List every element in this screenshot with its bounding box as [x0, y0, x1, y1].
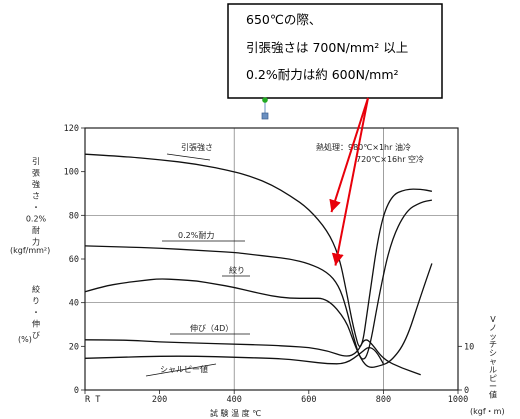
y-tick-label: 120 — [64, 124, 79, 134]
series-label-charpy-text: シャルピー値 — [160, 364, 208, 374]
axis-label-char: ピ — [489, 374, 497, 383]
x-tick-label: 1000 — [448, 395, 468, 405]
x-tick-label: 600 — [301, 395, 316, 405]
axis-label-char: ル — [489, 365, 497, 374]
series-label-reduction-text: 絞り — [229, 265, 245, 275]
y-tick-label: 80 — [69, 211, 79, 221]
axis-label-char: 値 — [489, 390, 497, 400]
x-tick-label: 400 — [227, 395, 242, 405]
heat-treatment-line-2: 720℃×16hr 空冷 — [356, 154, 424, 164]
axis-label-char: ッ — [489, 332, 497, 341]
y-tick-label: 60 — [69, 255, 79, 265]
axis-label-char: 強 — [32, 179, 40, 189]
series-label-proof: 0.2%耐力 — [162, 230, 245, 242]
arrow-to-tensile — [329, 97, 369, 213]
series-line-3 — [84, 339, 421, 376]
y2-tick-label: 10 — [464, 342, 474, 352]
y2-axis-label-unit: (kgf・m) — [470, 407, 505, 416]
x-tick-label: 800 — [376, 395, 391, 405]
axis-label-char: 伸 — [32, 319, 40, 329]
series-label-tensile: 引張強さ — [166, 142, 213, 161]
axis-label-char: さ — [32, 192, 40, 201]
axis-label-char: ー — [489, 382, 497, 391]
series-label-charpy: シャルピー値 — [145, 363, 217, 377]
axis-label-char: び — [32, 331, 40, 340]
arrow-to-proof — [331, 97, 369, 266]
axis-label-char: 引 — [32, 157, 40, 166]
annotation-arrows — [329, 97, 369, 266]
chart-grid — [85, 128, 458, 390]
axis-label-char: V — [490, 315, 496, 324]
x-axis-label: 試 験 温 度 ℃ — [210, 408, 261, 418]
y-axis-label-bottom: 絞り・伸び — [32, 284, 40, 340]
axis-label-char: 0.2% — [26, 215, 47, 224]
axis-label-char: シ — [489, 349, 497, 358]
series-label-elongation-text: 伸び（4D） — [190, 323, 233, 333]
axis-label-char: ・ — [32, 308, 40, 317]
heat-treatment-line-1: 熱処理：980℃×1hr 油冷 — [316, 142, 411, 152]
axis-label-char: 絞 — [32, 284, 40, 294]
series-label-proof-text: 0.2%耐力 — [178, 230, 214, 240]
x-tick-label: 200 — [152, 395, 167, 405]
axis-label-char: り — [32, 297, 40, 306]
series-label-reduction: 絞り — [222, 265, 250, 277]
series-line-1 — [84, 199, 433, 360]
plot-frame — [84, 127, 459, 391]
axis-label-char: 張 — [32, 169, 40, 178]
series-lines — [84, 153, 433, 376]
x-tick-label: R T — [85, 395, 100, 405]
axis-label-char: 耐 — [32, 225, 40, 235]
axis-label-char: ャ — [489, 357, 497, 366]
resize-handle — [261, 112, 269, 120]
callout-line-2: 引張強さは 700N/mm² 以上 — [246, 40, 408, 55]
series-label-tensile-text: 引張強さ — [181, 142, 213, 152]
y-axis-label-top-unit: (kgf/mm²) — [10, 246, 50, 255]
y2-tick-label: 0 — [464, 386, 469, 396]
series-line-4 — [84, 346, 384, 365]
rotation-handle[interactable] — [261, 97, 269, 120]
callout[interactable]: 650℃の際、 引張強さは 700N/mm² 以上 0.2%耐力は約 600N/… — [227, 3, 443, 99]
y-tick-label: 40 — [69, 299, 79, 309]
axis-label-char: ノ — [489, 323, 497, 332]
y-tick-label: 20 — [69, 342, 79, 352]
rotation-handle-dot — [262, 97, 268, 103]
callout-box — [227, 3, 443, 99]
callout-line-1: 650℃の際、 — [246, 12, 321, 27]
callout-line-3: 0.2%耐力は約 600N/mm² — [246, 67, 399, 82]
series-line-2 — [84, 263, 433, 368]
axis-label-char: チ — [489, 340, 497, 349]
series-line-0 — [84, 153, 433, 347]
y-axis-label-top: 引張強さ・ 0.2%耐力 — [26, 157, 47, 247]
y-tick-label: 100 — [64, 168, 79, 178]
axis-label-char: ・ — [32, 203, 40, 212]
axis-label-char: 力 — [32, 237, 40, 247]
y-tick-label: 0 — [74, 386, 79, 396]
series-label-elongation: 伸び（4D） — [170, 323, 250, 335]
y-axis-label-bottom-unit: (%) — [18, 335, 32, 344]
